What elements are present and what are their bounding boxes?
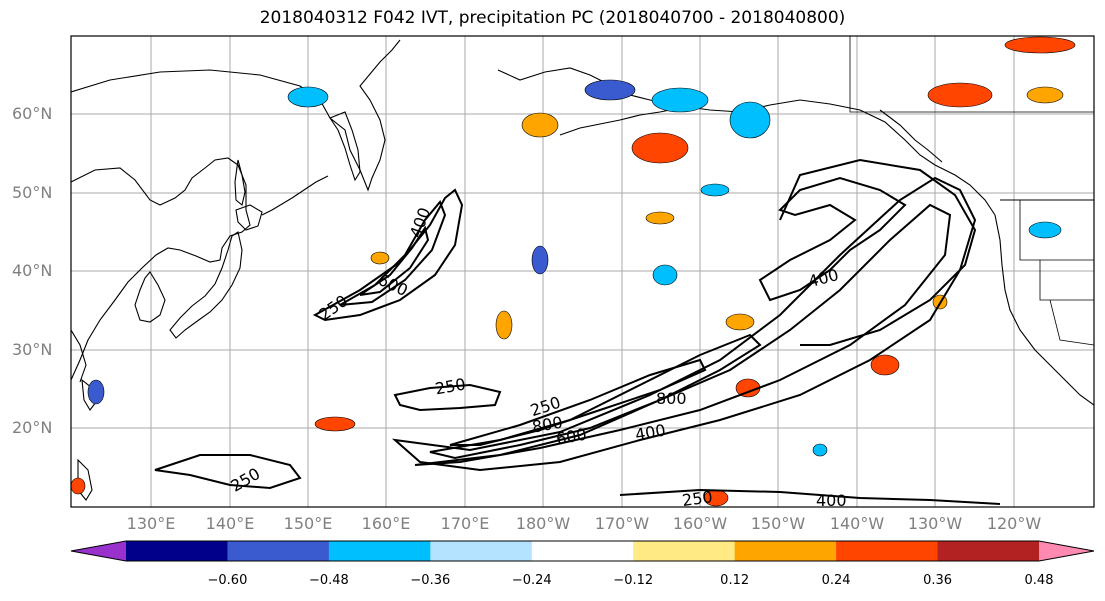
shade-positive — [314, 416, 356, 432]
contour-label: 250 — [681, 487, 714, 510]
colorbar-tick-label: −0.48 — [308, 573, 349, 588]
shade-positive — [725, 313, 755, 331]
shade-positive — [71, 477, 86, 495]
shade-positive — [870, 354, 900, 376]
shade-positive — [645, 211, 675, 225]
colorbar-tick-label: −0.60 — [207, 573, 248, 588]
lat-label: 40°N — [12, 261, 53, 280]
contour-400-western — [339, 200, 447, 306]
japan-hokkaido — [235, 204, 263, 231]
shade-negative — [700, 183, 730, 197]
colorbar-tick-label: 0.48 — [1024, 573, 1054, 588]
state-borders — [849, 36, 1094, 346]
shade-negative — [287, 86, 329, 108]
shade-positive — [1026, 86, 1064, 104]
colorbar-segment — [126, 541, 228, 561]
map-title: 2018040312 F042 IVT, precipitation PC (2… — [259, 8, 846, 28]
colorbar-segment — [633, 541, 736, 561]
contour-label: 800 — [656, 389, 687, 408]
shade-positive — [1004, 36, 1076, 54]
colorbar-segment — [227, 541, 330, 561]
colorbar-tick-label: −0.12 — [613, 573, 654, 588]
lon-label: 140°W — [829, 514, 885, 533]
contour-400-hook — [758, 176, 907, 302]
lon-label: 150°E — [283, 514, 333, 533]
kuril-islands — [261, 175, 329, 216]
china-coast — [71, 329, 87, 383]
colorbar-segment — [734, 541, 837, 561]
north-america-coastline — [994, 214, 1094, 406]
lat-label: 60°N — [12, 104, 53, 123]
shade-negative — [651, 87, 709, 113]
contour-250-lower-left — [154, 454, 302, 490]
lon-label: 160°W — [672, 514, 728, 533]
colorbar-segment — [836, 541, 939, 561]
colorbar-tick-label: −0.24 — [511, 573, 552, 588]
graticule — [71, 36, 1094, 507]
contour-250-north — [779, 158, 977, 346]
shade-positive — [495, 310, 513, 340]
coastlines — [71, 36, 1094, 501]
lon-label: 140°E — [205, 514, 255, 533]
colorbar-tick-label: 0.36 — [923, 573, 953, 588]
shade-negative — [812, 443, 828, 457]
lon-label: 150°W — [750, 514, 806, 533]
contour-label: 400 — [816, 491, 847, 510]
korea-peninsula — [134, 271, 166, 323]
shade-positive — [370, 251, 390, 265]
colorbar-segment — [937, 541, 1040, 561]
contour-800-eastern — [449, 358, 707, 446]
shade-negative — [87, 379, 105, 405]
sakhalin-island — [234, 159, 246, 206]
colorbar-over-extension — [1039, 541, 1094, 561]
lon-label: 120°W — [986, 514, 1042, 533]
lon-label: 170°W — [594, 514, 650, 533]
lat-label: 30°N — [12, 340, 53, 359]
alaska-coastline — [497, 67, 996, 216]
lat-label: 50°N — [12, 183, 53, 202]
shade-positive — [631, 132, 689, 164]
lon-label: 160°E — [361, 514, 411, 533]
lon-label: 170°E — [440, 514, 490, 533]
japan-honshu — [169, 231, 243, 339]
contour-250-small — [393, 383, 502, 412]
colorbar-segment — [430, 541, 533, 561]
shade-negative — [584, 79, 636, 101]
contour-250-bottom — [619, 488, 1001, 505]
asia-coastline — [71, 157, 251, 381]
colorbar-segment — [531, 541, 634, 561]
lon-label: 130°E — [126, 514, 176, 533]
lon-label: 180°W — [515, 514, 571, 533]
colorbar-tick-label: 0.12 — [720, 573, 750, 588]
shade-positive — [521, 112, 559, 138]
asia-coast-north — [71, 39, 401, 192]
shade-negative — [531, 245, 549, 275]
contour-600-western — [359, 225, 430, 296]
colorbar — [70, 540, 1095, 562]
lat-label: 20°N — [12, 418, 53, 437]
colorbar-outline — [70, 540, 1095, 562]
shade-positive — [927, 82, 993, 108]
ivt-contours — [154, 158, 1001, 505]
shade-negative — [652, 264, 678, 286]
colorbar-segment — [328, 541, 431, 561]
lon-label: 130°W — [907, 514, 963, 533]
colorbar-tick-label: −0.36 — [410, 573, 451, 588]
colorbar-under-extension — [71, 541, 126, 561]
kamchatka-peninsula — [329, 111, 361, 182]
shade-negative — [1028, 221, 1062, 239]
colorbar-tick-label: 0.24 — [821, 573, 851, 588]
precip-shading — [71, 36, 1076, 507]
alaska-panhandle — [879, 109, 943, 163]
map-frame — [70, 35, 1095, 508]
shade-negative — [729, 101, 771, 139]
